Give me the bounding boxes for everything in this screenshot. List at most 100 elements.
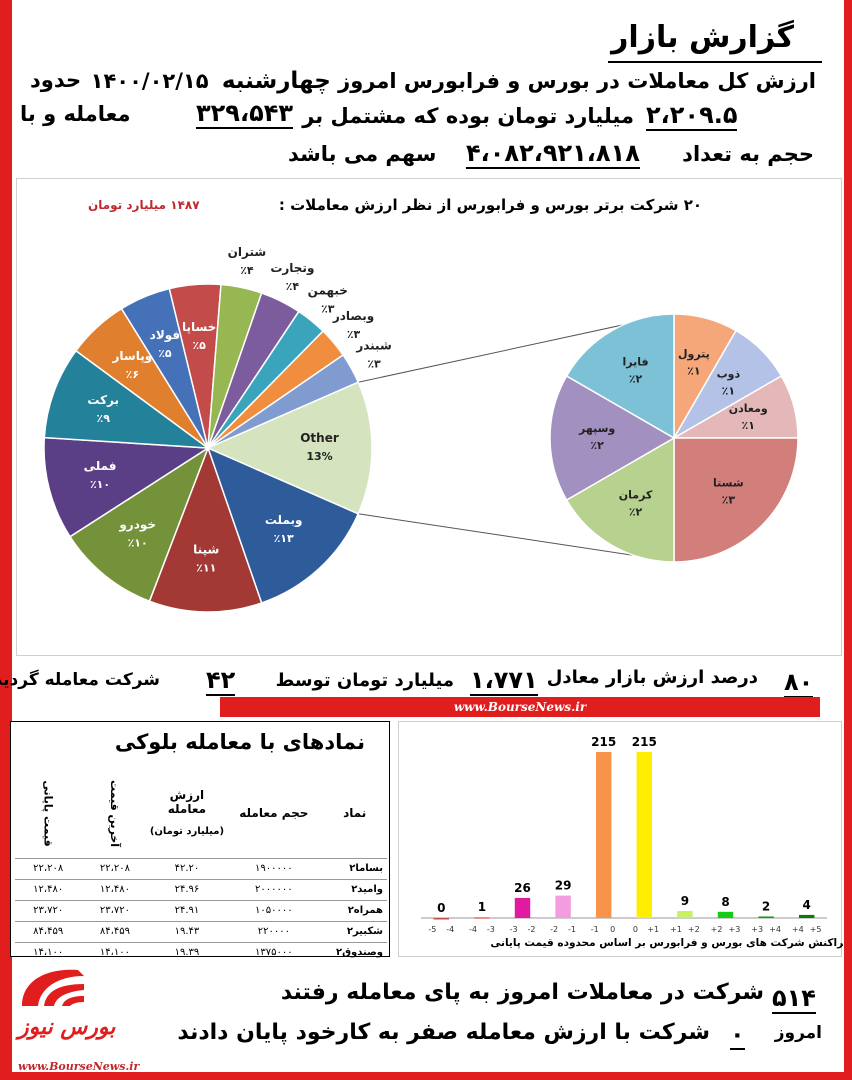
traded-text: شرکت در معاملات امروز به پای معامله رفتن…	[280, 980, 764, 1005]
bar-tick-label: -2	[550, 925, 558, 934]
pie-slice-value: ٪۱۳	[274, 532, 294, 545]
site-banner: www.BourseNews.ir	[220, 697, 820, 717]
bar-tick-label: +5	[810, 925, 822, 934]
cell-symbol: شکبیر۲	[322, 920, 387, 942]
cell-value: ۲۴.۹۱	[148, 899, 226, 921]
summary-date: ۱۴۰۰/۰۲/۱۵	[90, 69, 209, 93]
summary-day: چهارشنبه	[221, 68, 331, 94]
summary-about: حدود	[30, 68, 82, 92]
bar	[798, 914, 815, 918]
other-pie-value: ٪۳	[722, 493, 736, 506]
bar-tick-label: -4	[469, 925, 477, 934]
summary-line3-prefix: حجم به تعداد	[682, 142, 814, 166]
cell-final: ۸۴،۴۵۹	[15, 920, 82, 942]
other-pie-slice	[673, 437, 799, 563]
pie-slice-value: ٪۳	[347, 328, 361, 341]
cell-last: ۲۳،۷۲۰	[81, 899, 149, 921]
block-trades-title: نمادهای با معامله بلوکی	[114, 730, 365, 754]
pie-slice-label: شپنا	[193, 543, 219, 557]
col-symbol: نماد	[343, 805, 367, 820]
col-value: ارزش معامله (میلیارد تومان)	[148, 768, 225, 858]
cell-final: ۲۲،۲۰۸	[15, 857, 82, 879]
bar	[717, 911, 734, 918]
cell-value: ۲۴.۹۶	[148, 878, 226, 900]
traded-count: ۵۱۴	[772, 984, 816, 1014]
col-volume: حجم معامله	[239, 805, 309, 820]
page-title: گزارش بازار	[611, 20, 794, 55]
table-row: وامید۲ ۲۰۰۰۰۰۰ ۲۴.۹۶ ۱۲،۴۸۰ ۱۲،۴۸۰	[15, 878, 387, 900]
bar-tick-label: 0	[633, 925, 638, 934]
pie-slice-value: ٪۵	[158, 347, 172, 360]
pie-slice-value: ٪۴	[240, 264, 254, 277]
pie-slice-label: فملی	[84, 459, 117, 473]
pie-slice-label: فولاد	[150, 328, 180, 343]
pie-slice	[68, 446, 210, 603]
bar-tick-label: 0	[610, 925, 615, 934]
bar	[433, 918, 450, 920]
block-trades-table: نماد حجم معامله ارزش معامله (میلیارد توم…	[15, 768, 387, 963]
table-row: شکبیر۲ ۲۲۰۰۰۰ ۱۹.۴۳ ۸۴،۴۵۹ ۸۴،۴۵۹	[15, 920, 387, 942]
cell-final: ۱۴،۱۰۰	[15, 941, 82, 963]
col-value-unit: (میلیارد تومان)	[149, 826, 225, 838]
bar-tick-label: +4	[792, 925, 804, 934]
other-pie-value: ٪۱	[722, 385, 735, 398]
market-percent: ۸۰	[784, 668, 814, 698]
block-trades-panel: نمادهای با معامله بلوکی نماد حجم معامله …	[10, 721, 390, 963]
cell-symbol: بساما۲	[322, 857, 387, 879]
other-pie-slice	[565, 436, 675, 563]
pie-slice-value: ٪۱۱	[196, 562, 216, 575]
pie-chart: پترول ٪۱ ذوب ٪۱ ومعادن ٪۱ شستا ٪۳ کرمان ٪۲ وسپهر ٪۲…	[43, 245, 799, 613]
other-pie-value: ٪۱	[742, 419, 755, 432]
bar-tick-label: -1	[591, 925, 599, 934]
pie-slice-value: ٪۳	[367, 358, 381, 371]
bottom-red-border	[0, 1072, 852, 1080]
bar-tick-label: -4	[446, 925, 454, 934]
title-underline	[608, 61, 822, 63]
pie-slice	[43, 436, 211, 538]
summary-line2: میلیارد تومان بوده که مشتمل بر	[302, 104, 634, 128]
other-pie-slice	[565, 313, 675, 440]
total-value: ۲،۲۰۹.۵	[646, 101, 738, 131]
other-pie-value: ٪۲	[590, 439, 604, 452]
pie-slice-value: ٪۴	[286, 280, 300, 293]
shares-count: ۴،۰۸۲،۹۲۱،۸۱۸	[466, 139, 640, 169]
pie-slice	[148, 445, 263, 613]
cell-symbol: وصندوق۲	[322, 941, 387, 963]
other-pie-label: ومعادن	[729, 402, 768, 415]
trades-label: معامله و با	[20, 102, 131, 126]
zero-text: شرکت با ارزش معامله صفر به کارخود پایان …	[177, 1020, 710, 1045]
bar-value-label: 215	[632, 735, 657, 749]
cell-value: ۴۲.۲۰	[148, 857, 226, 879]
pie-slice-value: ٪۹	[96, 412, 110, 425]
other-pie-label: شستا	[713, 476, 744, 489]
pie-slice-value: ٪۱۰	[90, 478, 110, 491]
cell-symbol: وامید۲	[322, 878, 387, 900]
cell-last: ۱۲،۴۸۰	[81, 878, 149, 900]
cell-volume: ۲۰۰۰۰۰۰	[225, 878, 323, 900]
bar-chart-panel: 0 1 26 29 215 215 9 8 2 4 -5 -4 -4 -3 -3 -2 -2 -1 -1 0 0 +1 +…	[398, 721, 848, 957]
col-final-label: قیمت پایانی	[41, 780, 55, 847]
market-value-label: میلیارد تومان توسط	[275, 670, 454, 691]
trades-count: ۳۲۹،۵۴۳	[196, 99, 294, 129]
cell-value: ۱۹.۳۹	[148, 941, 226, 963]
market-companies-label: شرکت معامله گردید	[0, 670, 160, 690]
bar-tick-label: -3	[487, 925, 495, 934]
pie-slice-label: وتجارت	[270, 261, 314, 276]
bar	[758, 916, 774, 918]
bar	[636, 752, 653, 918]
cell-volume: ۱۹۰۰۰۰۰	[225, 857, 323, 879]
cell-last: ۲۲،۲۰۸	[81, 857, 149, 879]
cell-volume: ۱۳۷۵۰۰۰	[225, 941, 323, 963]
logo-url: www.BourseNews.ir	[18, 1060, 140, 1073]
bar-chart: 0 1 26 29 215 215 9 8 2 4 -5 -4 -4 -3 -3 -2 -2 -1 -1 0 0 +1 +…	[421, 735, 848, 949]
summary-line1-text: ارزش کل معاملات در بورس و فرابورس امروز	[338, 69, 816, 93]
cell-volume: ۲۲۰۰۰۰	[225, 920, 323, 942]
pie-slice	[206, 381, 373, 515]
cell-last: ۸۴،۴۵۹	[81, 920, 149, 942]
col-value-label: ارزش معامله	[167, 788, 207, 817]
pie-slice-value: ٪۱۰	[128, 537, 148, 550]
bar-value-label: 29	[555, 879, 572, 893]
bar-tick-label: +1	[670, 925, 682, 934]
market-value: ۱،۷۷۱	[470, 666, 538, 696]
table-row: وصندوق۲ ۱۳۷۵۰۰۰ ۱۹.۳۹ ۱۴،۱۰۰ ۱۴،۱۰۰	[15, 941, 387, 963]
